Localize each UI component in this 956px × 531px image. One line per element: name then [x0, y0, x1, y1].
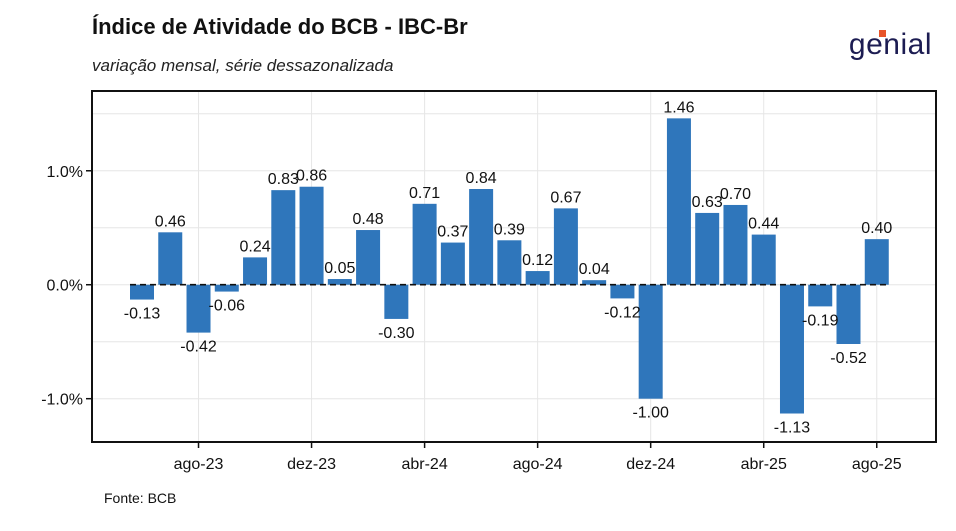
bar-mar-25	[723, 204, 748, 285]
bar-jul-23	[158, 232, 183, 285]
data-label-ago-24: 0.12	[522, 252, 553, 269]
bar-set-24	[553, 208, 578, 285]
bar-ago-24	[525, 271, 550, 285]
logo-accent-icon	[878, 30, 886, 37]
chart-title: Índice de Atividade do BCB - IBC-Br	[92, 14, 468, 39]
bar-mai-25	[779, 284, 804, 414]
bars	[130, 118, 889, 414]
bar-jun-25	[808, 284, 833, 307]
data-label-abr-25: 0.44	[748, 216, 779, 233]
bar-jan-24	[327, 279, 352, 285]
data-label-ago-25: 0.40	[861, 220, 892, 237]
data-label-abr-24: 0.71	[409, 185, 440, 202]
x-tick-label-dez-23: dez-23	[287, 456, 336, 473]
data-labels: -0.13 0.46 -0.42 -0.06 0.24 0.830.86 0.05 0.48 -…	[124, 99, 893, 436]
data-label-jul-24: 0.39	[494, 221, 525, 238]
bar-abr-24	[412, 203, 437, 285]
source-note: Fonte: BCB	[104, 490, 177, 506]
bar-ago-25	[864, 239, 889, 285]
y-tick-label-0: 1.0%	[47, 164, 83, 181]
data-label-jul-25: -0.52	[830, 350, 867, 367]
y-tick-label-2: -1.0%	[41, 392, 83, 409]
data-label-out-24: 0.04	[579, 261, 610, 278]
data-label-jan-24: 0.05	[324, 260, 355, 277]
y-tick-label-1: 0.0%	[47, 278, 83, 295]
bar-jul-25	[836, 284, 861, 344]
logo-text: genial	[848, 28, 932, 61]
x-tick-label-ago-25: ago-25	[852, 456, 902, 473]
bar-fev-25	[695, 212, 720, 285]
data-label-jan-25: 1.46	[663, 99, 694, 116]
data-label-out-23: 0.24	[239, 238, 270, 255]
brand-logo: genial	[849, 28, 932, 62]
bar-nov-24	[610, 284, 635, 299]
bar-mai-24	[440, 242, 465, 285]
data-label-fev-25: 0.63	[692, 194, 723, 211]
bar-dez-23	[299, 186, 324, 285]
chart-subtitle: variação mensal, série dessazonalizada	[92, 56, 394, 75]
data-label-set-23: -0.06	[209, 298, 246, 315]
bar-dez-24	[638, 284, 663, 399]
x-tick-label-dez-24: dez-24	[626, 456, 675, 473]
x-tick-label-abr-25: abr-25	[741, 456, 787, 473]
bar-jun-23	[130, 284, 154, 300]
bar-fev-24	[356, 230, 381, 285]
bar-abr-25	[751, 234, 776, 285]
data-label-nov-23: 0.83	[268, 171, 299, 188]
data-label-jun-24: 0.84	[466, 170, 497, 187]
bar-nov-23	[271, 190, 296, 285]
data-label-mai-24: 0.37	[437, 224, 468, 241]
x-tick-label-ago-23: ago-23	[174, 456, 224, 473]
y-axis: 1.0% 0.0% -1.0%	[41, 164, 92, 409]
data-label-jun-23: -0.13	[124, 306, 161, 323]
bar-jun-24	[469, 189, 494, 285]
data-label-mar-25: 0.70	[720, 186, 751, 203]
data-label-mar-24: -0.30	[378, 325, 415, 342]
x-axis: ago-23 dez-23 abr-24 ago-24 dez-24 abr-25 ago-…	[174, 442, 902, 473]
data-label-dez-23: 0.86	[296, 168, 327, 185]
bar-out-24	[582, 280, 607, 285]
data-label-jun-25: -0.19	[802, 312, 839, 329]
bar-set-23	[214, 284, 239, 292]
data-label-jul-23: 0.46	[155, 213, 186, 230]
bar-ago-23	[186, 284, 211, 333]
data-label-dez-24: -1.00	[632, 405, 669, 422]
bar-jul-24	[497, 240, 522, 285]
data-label-fev-24: 0.48	[353, 211, 384, 228]
bar-mar-24	[384, 284, 409, 319]
data-label-ago-23: -0.42	[180, 339, 217, 356]
data-label-nov-24: -0.12	[604, 304, 641, 321]
data-label-set-24: 0.67	[550, 189, 581, 206]
x-tick-label-ago-24: ago-24	[513, 456, 563, 473]
bar-out-23	[243, 257, 268, 285]
x-tick-label-abr-24: abr-24	[401, 456, 447, 473]
bar-jan-25	[666, 118, 691, 285]
data-label-mai-25: -1.13	[774, 420, 811, 437]
plot-panel	[91, 90, 937, 443]
